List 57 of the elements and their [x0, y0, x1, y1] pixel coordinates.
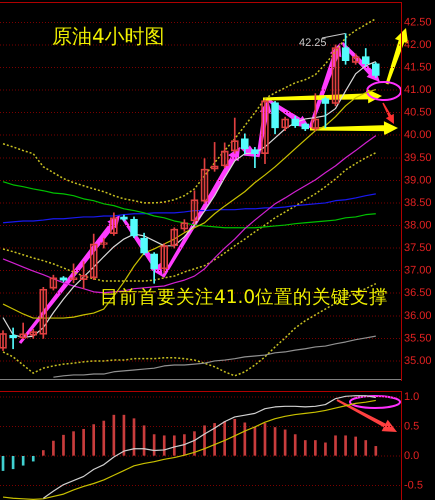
- y-tick-label: 35.00: [404, 354, 432, 367]
- line-series: [2, 18, 377, 204]
- bar: [62, 434, 65, 456]
- y-tick-label: 42.50: [404, 16, 432, 28]
- y-tick-label: 0.5: [404, 420, 420, 432]
- bar: [324, 442, 327, 456]
- bar: [254, 426, 256, 456]
- y-tick-label: 41.00: [404, 84, 432, 96]
- bar: [42, 450, 45, 456]
- y-tick-label: 1.0: [404, 390, 420, 403]
- y-tick-label: 37.50: [404, 242, 432, 254]
- bar: [314, 440, 317, 456]
- bar: [284, 430, 286, 456]
- candlestick: [70, 264, 78, 284]
- bar: [2, 456, 4, 471]
- bar: [334, 435, 337, 456]
- y-tick-label: 36.00: [404, 310, 432, 322]
- y-tick-label: 38.00: [404, 220, 432, 232]
- bar: [122, 414, 126, 456]
- bar: [22, 456, 25, 466]
- bar: [132, 418, 136, 456]
- candlestick: [322, 96, 330, 128]
- bar: [344, 435, 347, 456]
- y-tick-label: 35.50: [404, 332, 432, 344]
- line-series: [2, 152, 377, 282]
- bar: [102, 420, 106, 456]
- y-tick-label: 36.50: [404, 287, 432, 300]
- bar: [82, 428, 85, 456]
- bar: [142, 425, 146, 456]
- text: 原油4小时图: [52, 24, 165, 48]
- bar: [294, 434, 297, 456]
- bar: [112, 414, 116, 456]
- y-tick-label: 39.00: [404, 174, 432, 186]
- bar: [233, 418, 236, 456]
- y-tick-label: 41.50: [404, 62, 432, 74]
- bar: [364, 440, 368, 456]
- bar: [52, 440, 55, 456]
- bar: [92, 424, 96, 456]
- y-tick-label: 40.00: [404, 129, 432, 142]
- bar: [264, 423, 266, 456]
- bar: [72, 431, 75, 456]
- bar: [12, 456, 14, 470]
- y-tick-label: 42.00: [404, 38, 432, 51]
- annotation: 42.25: [299, 37, 327, 50]
- bar: [304, 440, 307, 456]
- bar: [374, 446, 378, 456]
- bar: [244, 422, 246, 456]
- bar: [354, 436, 357, 456]
- y-tick-label: -0.5: [404, 479, 423, 492]
- bar: [274, 427, 276, 456]
- bar: [203, 425, 206, 456]
- bar: [32, 456, 35, 462]
- y-tick-label: 39.50: [404, 152, 432, 164]
- y-tick-label: 38.50: [404, 196, 432, 209]
- y-tick-label: 0.0: [404, 450, 420, 462]
- y-tick-label: 37.00: [404, 264, 432, 277]
- y-tick-label: 40.50: [404, 106, 432, 119]
